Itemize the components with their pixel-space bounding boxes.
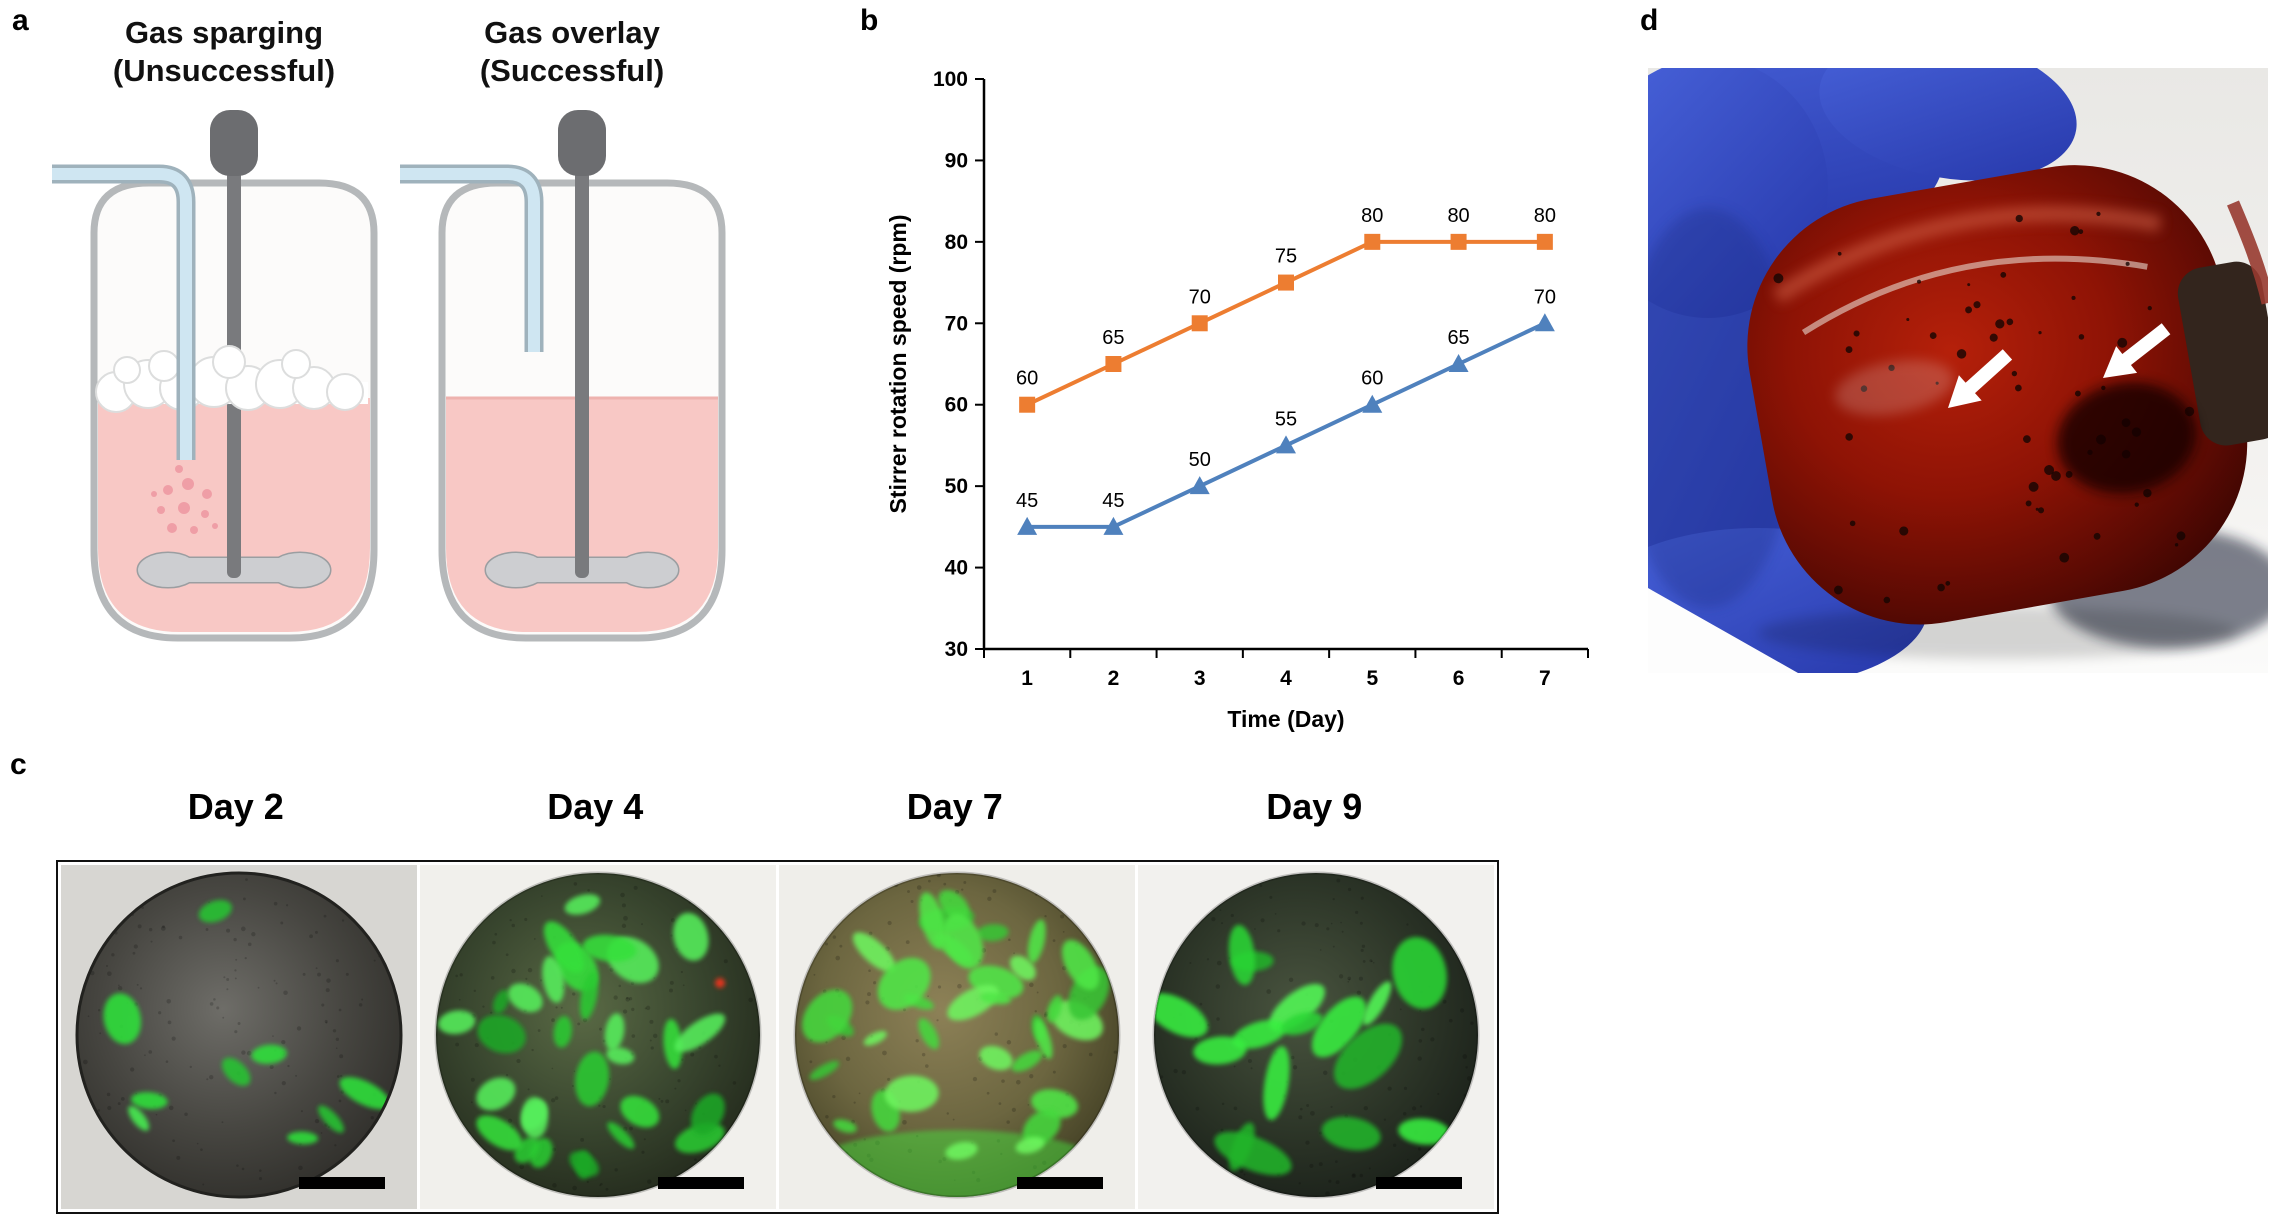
bioreactor-photo (1648, 68, 2268, 673)
gas-overlay-title: Gas overlay (Successful) (392, 14, 752, 90)
svg-text:80: 80 (1361, 205, 1383, 227)
svg-text:30: 30 (945, 638, 968, 661)
svg-text:4: 4 (1280, 667, 1292, 690)
title-line-1: Gas overlay (484, 15, 660, 50)
svg-text:7: 7 (1539, 667, 1551, 690)
svg-text:40: 40 (945, 557, 968, 580)
svg-text:60: 60 (1016, 368, 1038, 390)
svg-text:45: 45 (1016, 490, 1038, 512)
svg-text:65: 65 (1447, 327, 1469, 349)
svg-text:Time (Day): Time (Day) (1227, 706, 1344, 732)
day-4-title: Day 4 (547, 786, 644, 827)
gas-overlay-diagram: Gas overlay (Successful) (392, 14, 752, 663)
microscopy-titles: Day 2 Day 4 Day 7 Day 9 (56, 786, 1494, 828)
svg-text:45: 45 (1102, 490, 1124, 512)
day-2-title: Day 2 (187, 786, 284, 827)
svg-text:90: 90 (945, 149, 968, 172)
svg-text:70: 70 (1189, 286, 1211, 308)
svg-text:60: 60 (945, 394, 968, 417)
gas-sparging-diagram: Gas sparging (Unsuccessful) (44, 14, 404, 663)
svg-text:60: 60 (1361, 368, 1383, 390)
svg-text:3: 3 (1194, 667, 1206, 690)
title-line-1: Gas sparging (124, 15, 324, 50)
panel-c-label: c (10, 748, 27, 781)
day-9-microscopy-image (1138, 865, 1494, 1209)
microscopy-image-row (56, 860, 1499, 1214)
title-line-2: (Successful) (479, 52, 665, 88)
day-7-microscopy-image (779, 865, 1135, 1209)
svg-text:2: 2 (1108, 667, 1120, 690)
svg-text:1: 1 (1021, 667, 1033, 690)
sparging-vessel-illustration (52, 109, 378, 642)
day-2-microscopy-image (61, 865, 417, 1209)
svg-text:80: 80 (1534, 205, 1556, 227)
svg-text:75: 75 (1275, 246, 1297, 268)
day-7-title: Day 7 (906, 786, 1003, 827)
svg-text:50: 50 (1189, 449, 1211, 471)
panel-a-label: a (12, 4, 29, 37)
panel-b-label: b (860, 4, 879, 37)
svg-text:5: 5 (1366, 667, 1378, 690)
day-4-microscopy-image (420, 865, 776, 1209)
svg-text:Stirrer rotation speed (rpm): Stirrer rotation speed (rpm) (885, 214, 911, 513)
svg-text:55: 55 (1275, 408, 1297, 430)
svg-text:100: 100 (933, 68, 968, 91)
svg-text:50: 50 (945, 475, 968, 498)
title-line-2: (Unsuccessful) (112, 52, 336, 88)
stirrer-speed-chart: 30 40 50 60 70 80 90 100 1 2 3 4 5 6 7 Time (Day) Stirre… (876, 24, 1626, 744)
gas-sparging-title: Gas sparging (Unsuccessful) (44, 14, 404, 90)
svg-text:70: 70 (1534, 286, 1556, 308)
svg-text:80: 80 (1447, 205, 1469, 227)
svg-text:70: 70 (945, 312, 968, 335)
svg-text:6: 6 (1453, 667, 1465, 690)
bioreactor-photo-illustration (1648, 68, 2268, 673)
svg-text:65: 65 (1102, 327, 1124, 349)
overlay-vessel-illustration (400, 109, 726, 642)
day-9-title: Day 9 (1266, 786, 1363, 827)
svg-text:80: 80 (945, 231, 968, 254)
panel-d-label: d (1640, 4, 1659, 37)
